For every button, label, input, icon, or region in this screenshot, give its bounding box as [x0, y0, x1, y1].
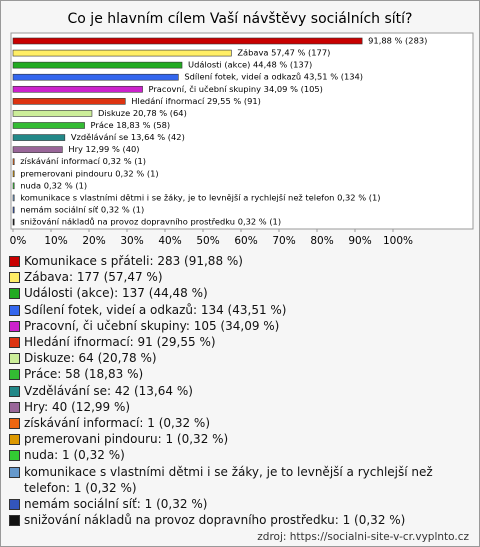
- legend-label: Práce: 58 (18,83 %): [24, 367, 144, 382]
- legend-item: snižování nákladů na provoz dopravního p…: [7, 512, 471, 528]
- legend-swatch: [9, 401, 20, 413]
- legend-swatch: [9, 337, 20, 349]
- legend-item: Vzdělávání se: 42 (13,64 %): [7, 383, 471, 399]
- legend-item: Sdílení fotek, videí a odkazů: 134 (43,5…: [7, 302, 471, 318]
- x-tick-label: 50%: [196, 235, 219, 247]
- bar: [12, 134, 66, 141]
- x-tick-label: 90%: [348, 235, 371, 247]
- bar: [12, 182, 15, 190]
- bar: [12, 110, 93, 117]
- bar: [12, 61, 183, 69]
- legend-label: nemám sociální síť: 1 (0,32 %): [24, 497, 208, 512]
- value-label: získávání informací 0,32 % (1): [20, 156, 146, 166]
- value-label: Události (akce) 44,48 % (137): [188, 60, 312, 70]
- legend-label: Komunikace s přáteli: 283 (91,88 %): [24, 254, 243, 268]
- legend-swatch: [9, 434, 20, 446]
- bar: [12, 37, 363, 45]
- legend-label: Hry: 40 (12,99 %): [24, 399, 131, 414]
- x-tick-label: 10%: [44, 235, 67, 247]
- value-label: nuda 0,32 % (1): [20, 180, 87, 190]
- legend-item: nemám sociální síť: 1 (0,32 %): [7, 496, 471, 512]
- legend-label: nuda: 1 (0,32 %): [24, 448, 125, 463]
- legend-item: komunikace s vlastními dětmi i se žáky, …: [7, 464, 471, 496]
- legend-item: Hry: 40 (12,99 %): [7, 399, 471, 415]
- x-tick-label: 100%: [383, 235, 413, 247]
- x-tick-label: 60%: [234, 235, 257, 247]
- legend-swatch: [9, 418, 20, 430]
- legend-label: Pracovní, či učební skupiny: 105 (34,09 …: [24, 318, 280, 333]
- x-tick-label: 70%: [272, 235, 295, 247]
- chart: Co je hlavním cílem Vaší návštěvy sociál…: [10, 11, 474, 247]
- legend-label: Vzdělávání se: 42 (13,64 %): [24, 383, 193, 398]
- value-label: Vzdělávání se 13,64 % (42): [71, 132, 185, 142]
- legend-swatch: [9, 304, 20, 316]
- legend-swatch: [9, 499, 20, 511]
- bar: [12, 158, 15, 165]
- legend-swatch: [9, 450, 20, 462]
- legend-swatch: [9, 353, 20, 365]
- bar: [12, 98, 126, 105]
- legend: Komunikace s přáteli: 283 (91,88 %) Zábav…: [7, 253, 471, 528]
- value-label: premerovani pindouru 0,32 % (1): [20, 168, 158, 178]
- value-label: Práce 18,83 % (58): [91, 120, 171, 130]
- bar: [12, 218, 15, 226]
- legend-item: získávání informací: 1 (0,32 %): [7, 415, 471, 431]
- bar: [12, 122, 85, 129]
- value-label: Sdílení fotek, videí a odkazů 43,51 % (1…: [184, 72, 363, 82]
- x-tick-label: 20%: [82, 235, 105, 247]
- legend-label: Události (akce): 137 (44,48 %): [24, 286, 208, 301]
- value-label: Hry 12,99 % (40): [68, 144, 139, 154]
- legend-label: získávání informací: 1 (0,32 %): [24, 416, 210, 431]
- bar: [12, 73, 179, 81]
- value-label: 91,88 % (283): [368, 36, 427, 46]
- bar: [12, 170, 15, 178]
- legend-item: Hledání ifnormací: 91 (29,55 %): [7, 334, 471, 350]
- x-tick-label: 0%: [10, 235, 27, 247]
- x-tick-label: 80%: [310, 235, 333, 247]
- legend-label: Hledání ifnormací: 91 (29,55 %): [24, 335, 216, 350]
- value-label: komunikace s vlastními dětmi i se žáky, …: [20, 192, 380, 202]
- x-tick-label: 40%: [158, 235, 181, 247]
- source: zdroj: https://socialni-site-v-cr.vyplnt…: [257, 531, 469, 543]
- legend-item: nuda: 1 (0,32 %): [7, 447, 471, 463]
- legend-label: premerovani pindouru: 1 (0,32 %): [24, 432, 229, 447]
- legend-label: Zábava: 177 (57,47 %): [24, 270, 163, 285]
- legend-label: Diskuze: 64 (20,78 %): [24, 351, 157, 366]
- bar: [12, 146, 63, 153]
- x-tick-label: 30%: [120, 235, 143, 247]
- legend-swatch: [9, 320, 20, 332]
- value-label: Pracovní, či učební skupiny 34,09 % (105…: [149, 84, 323, 94]
- legend-item: Práce: 58 (18,83 %): [7, 366, 471, 382]
- value-label: Diskuze 20,78 % (64): [98, 108, 187, 118]
- legend-label: snižování nákladů na provoz dopravního p…: [24, 513, 406, 528]
- legend-item: premerovani pindouru: 1 (0,32 %): [7, 431, 471, 447]
- legend-swatch: [9, 288, 20, 300]
- bar: [12, 194, 15, 202]
- value-label: Zábava 57,47 % (177): [237, 48, 330, 58]
- bar: [12, 85, 143, 93]
- legend-label: Sdílení fotek, videí a odkazů: 134 (43,5…: [24, 302, 287, 317]
- value-label: Hledání ifnormací 29,55 % (91): [131, 96, 261, 106]
- legend-label: komunikace s vlastními dětmi i se žáky, …: [24, 464, 433, 495]
- legend-swatch: [9, 256, 20, 267]
- value-label: nemám sociální síť 0,32 % (1): [20, 204, 144, 214]
- bar: [12, 49, 232, 57]
- legend-item: Zábava: 177 (57,47 %): [7, 269, 471, 285]
- bar: [12, 206, 15, 214]
- legend-item: Pracovní, či učební skupiny: 105 (34,09 …: [7, 318, 471, 334]
- value-label: snižování nákladů na provoz dopravního p…: [20, 217, 281, 227]
- legend-item: Události (akce): 137 (44,48 %): [7, 285, 471, 301]
- chart-title: Co je hlavním cílem Vaší návštěvy sociál…: [68, 11, 413, 27]
- legend-swatch: [9, 515, 20, 527]
- legend-item: Komunikace s přáteli: 283 (91,88 %): [7, 253, 471, 269]
- legend-swatch: [9, 466, 20, 478]
- legend-swatch: [9, 272, 20, 284]
- legend-swatch: [9, 369, 20, 381]
- legend-item: Diskuze: 64 (20,78 %): [7, 350, 471, 366]
- legend-swatch: [9, 385, 20, 397]
